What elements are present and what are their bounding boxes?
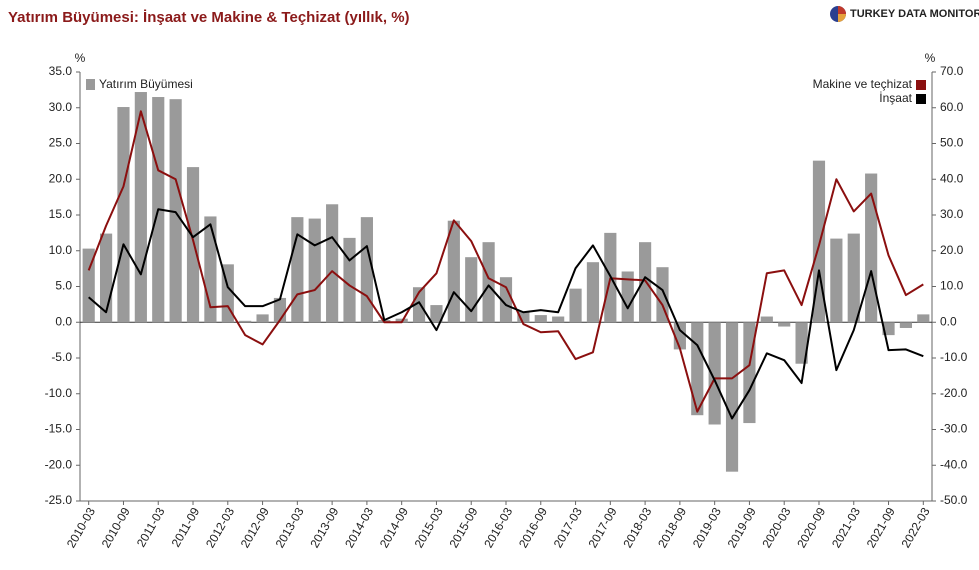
y2-tick-label: 50.0 <box>940 136 964 150</box>
bar <box>239 320 252 323</box>
bar <box>482 242 495 323</box>
legend-label: Yatırım Büyümesi <box>99 77 193 91</box>
bar <box>517 311 530 323</box>
legend-label: İnşaat <box>879 91 912 105</box>
bar <box>117 107 130 323</box>
y-tick-label: -10.0 <box>45 386 73 400</box>
bar <box>430 305 443 323</box>
y-tick-label: 30.0 <box>49 100 73 114</box>
bar <box>621 271 634 323</box>
x-tick-label: 2011-09 <box>169 505 203 550</box>
bar <box>499 277 513 323</box>
x-tick-label: 2010-03 <box>64 505 98 550</box>
y2-axis-unit: % <box>925 51 936 65</box>
x-tick-label: 2016-09 <box>516 505 550 550</box>
bar <box>82 248 95 323</box>
bar <box>639 242 652 323</box>
x-tick-label: 2016-03 <box>481 505 515 550</box>
x-tick-label: 2017-03 <box>551 505 585 550</box>
bar <box>847 233 860 323</box>
y2-tick-label: 70.0 <box>940 64 964 78</box>
y2-tick-label: 10.0 <box>940 279 964 293</box>
bar <box>778 322 791 327</box>
legend-label: Makine ve teçhizat <box>813 77 913 91</box>
y2-tick-label: 0.0 <box>940 314 957 328</box>
bar <box>708 322 721 425</box>
x-tick-label: 2013-03 <box>273 505 307 550</box>
bar <box>656 267 669 323</box>
bar <box>795 322 808 364</box>
x-tick-label: 2013-09 <box>307 505 341 550</box>
brand-name: TURKEY DATA MONITOR <box>850 8 979 20</box>
y2-tick-label: -20.0 <box>940 386 968 400</box>
x-tick-label: 2017-09 <box>586 505 620 550</box>
x-tick-label: 2018-09 <box>655 505 689 550</box>
x-tick-label: 2012-03 <box>203 505 237 550</box>
bar <box>291 217 304 323</box>
x-tick-label: 2018-03 <box>620 505 654 550</box>
bar <box>569 288 582 323</box>
y-tick-label: -15.0 <box>45 422 73 436</box>
chart-title: Yatırım Büyümesi: İnşaat ve Makine & Teç… <box>8 9 410 26</box>
bar <box>586 262 600 323</box>
y-tick-label: 15.0 <box>49 207 73 221</box>
legend-swatch <box>916 80 926 90</box>
bar <box>899 322 913 328</box>
y-tick-label: -5.0 <box>51 350 72 364</box>
bar <box>534 315 547 323</box>
x-tick-label: 2019-09 <box>725 505 759 550</box>
x-tick-label: 2019-03 <box>690 505 724 550</box>
y2-tick-label: -30.0 <box>940 422 968 436</box>
y2-tick-label: 40.0 <box>940 171 964 185</box>
y-tick-label: 10.0 <box>49 243 73 257</box>
y2-tick-label: 20.0 <box>940 243 964 257</box>
x-tick-label: 2012-09 <box>238 505 272 550</box>
bar <box>691 322 704 416</box>
bar <box>552 316 565 323</box>
bar <box>326 204 339 323</box>
y-tick-label: -25.0 <box>45 493 73 507</box>
x-tick-label: 2010-09 <box>99 505 133 550</box>
y-tick-label: 5.0 <box>55 279 72 293</box>
y2-tick-label: 60.0 <box>940 100 964 114</box>
bar <box>465 257 478 323</box>
bar <box>830 238 843 323</box>
bar <box>169 99 182 323</box>
x-tick-label: 2020-09 <box>794 505 828 550</box>
y-tick-label: 35.0 <box>49 64 73 78</box>
x-tick-label: 2015-03 <box>412 505 446 550</box>
bar <box>725 322 739 472</box>
line <box>87 110 924 413</box>
brand-logo <box>830 6 846 22</box>
x-tick-label: 2021-03 <box>829 505 863 550</box>
bar <box>343 237 356 323</box>
y2-tick-label: -10.0 <box>940 350 968 364</box>
x-tick-label: 2021-09 <box>864 505 898 550</box>
bar <box>186 167 200 323</box>
y2-tick-label: -50.0 <box>940 493 968 507</box>
bar <box>917 314 930 323</box>
y-tick-label: 20.0 <box>49 171 73 185</box>
y-tick-label: -20.0 <box>45 457 73 471</box>
legend-swatch <box>916 94 926 104</box>
y2-tick-label: 30.0 <box>940 207 964 221</box>
bar <box>308 218 321 323</box>
line <box>88 208 924 420</box>
x-tick-label: 2011-03 <box>134 505 168 550</box>
x-tick-label: 2014-03 <box>342 505 376 550</box>
x-tick-label: 2014-09 <box>377 505 411 550</box>
y-tick-label: 25.0 <box>49 136 73 150</box>
bar <box>256 314 269 323</box>
legend-swatch <box>86 79 95 90</box>
bar <box>760 316 773 323</box>
y-axis-unit: % <box>75 51 86 65</box>
bar <box>360 217 373 323</box>
x-tick-label: 2015-09 <box>446 505 480 550</box>
y-tick-label: 0.0 <box>55 314 72 328</box>
x-tick-label: 2022-03 <box>899 505 933 550</box>
y2-tick-label: -40.0 <box>940 457 968 471</box>
bar <box>812 160 826 323</box>
x-tick-label: 2020-03 <box>759 505 793 550</box>
